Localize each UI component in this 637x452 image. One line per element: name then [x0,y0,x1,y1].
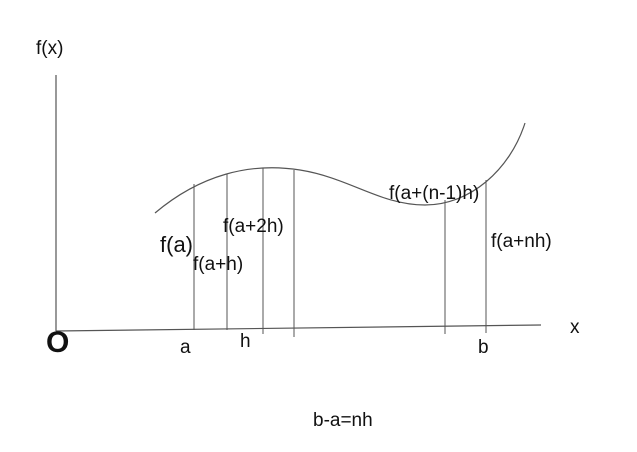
tick-label-h: h [240,331,251,352]
label-f-a: f(a) [160,232,193,257]
x-axis [55,324,542,332]
label-f-a-h: f(a+h) [193,254,244,275]
origin-label: O [46,326,70,359]
x-axis-label: x [570,317,580,338]
label-f-a-n1h: f(a+(n-1)h) [389,183,480,204]
tick-label-a: a [180,337,191,358]
label-f-a-nh: f(a+nh) [491,231,552,252]
label-f-a-2h: f(a+2h) [223,216,284,237]
relation-text: b-a=nh [313,410,373,431]
y-axis-label: f(x) [36,38,64,59]
function-curve [154,122,526,214]
tick-label-b: b [478,337,489,358]
